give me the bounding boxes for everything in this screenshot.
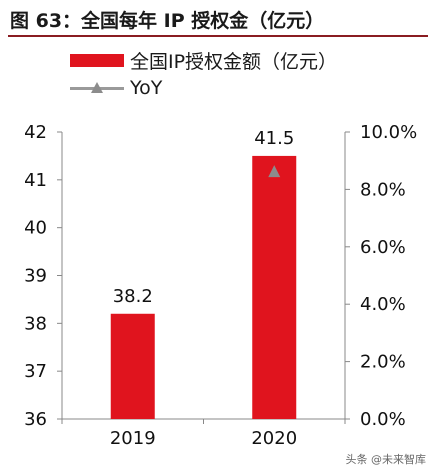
y-right-tick-label: 6.0% [360, 237, 406, 258]
legend: 全国IP授权金额（亿元） YoY [70, 46, 337, 102]
yoy-marker [268, 165, 281, 178]
y-left-tick-label: 41 [24, 170, 47, 191]
y-left-tick-label: 40 [24, 218, 47, 239]
y-right-tick-label: 10.0% [360, 122, 417, 143]
x-tick-label: 2020 [251, 428, 297, 449]
y-left-tick-label: 38 [24, 313, 47, 334]
bar-data-label: 41.5 [254, 128, 294, 149]
y-right-tick-label: 0.0% [360, 409, 406, 430]
triangle-marker-icon [91, 81, 103, 93]
y-left-tick-label: 37 [24, 361, 47, 382]
y-right-tick-label: 4.0% [360, 294, 406, 315]
legend-line-swatch [70, 81, 124, 95]
legend-item-line: YoY [70, 74, 337, 102]
y-right-tick-label: 8.0% [360, 179, 406, 200]
legend-bar-label: 全国IP授权金额（亿元） [130, 50, 338, 73]
x-tick-label: 2019 [110, 428, 156, 449]
title-rule [8, 35, 428, 37]
y-left-tick-label: 36 [24, 409, 47, 430]
legend-line-label: YoY [130, 77, 163, 99]
legend-bar-swatch [70, 53, 124, 67]
bar-data-label: 38.2 [113, 286, 153, 307]
bar [252, 155, 297, 419]
y-left-tick-label: 39 [24, 266, 47, 287]
y-left-tick-label: 42 [24, 122, 47, 143]
figure-title: 图 63：全国每年 IP 授权金（亿元） [10, 10, 325, 32]
bar [110, 313, 155, 419]
legend-item-bar: 全国IP授权金额（亿元） [70, 46, 337, 74]
watermark: 头条 @未来智库 [345, 453, 427, 466]
y-right-tick-label: 2.0% [360, 352, 406, 373]
